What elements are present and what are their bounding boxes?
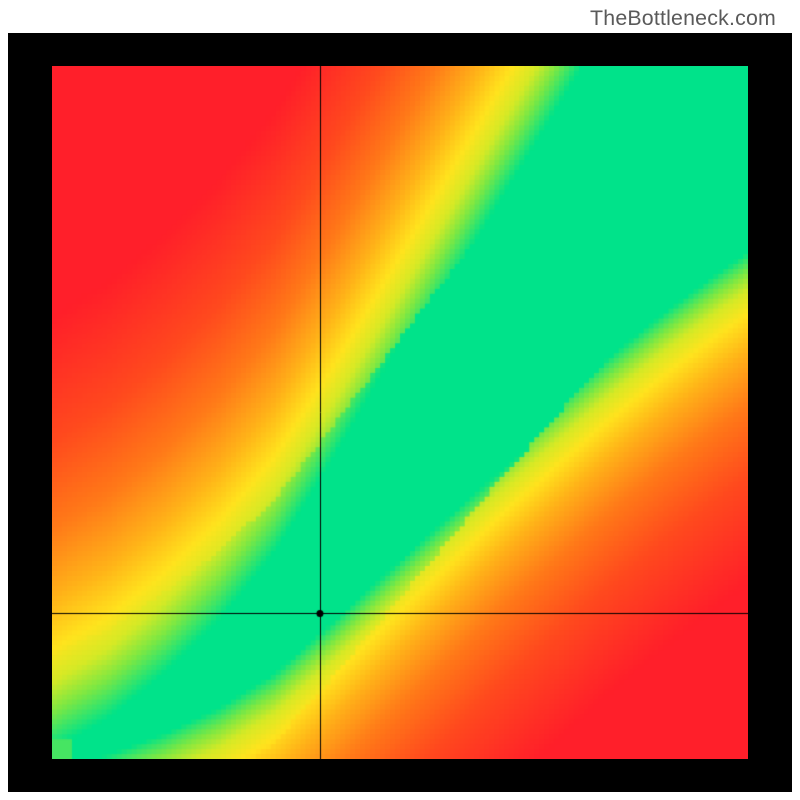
plot-area: [8, 33, 792, 792]
figure-root: TheBottleneck.com: [0, 0, 800, 800]
watermark-label: TheBottleneck.com: [590, 6, 776, 31]
heatmap-canvas: [52, 66, 748, 759]
